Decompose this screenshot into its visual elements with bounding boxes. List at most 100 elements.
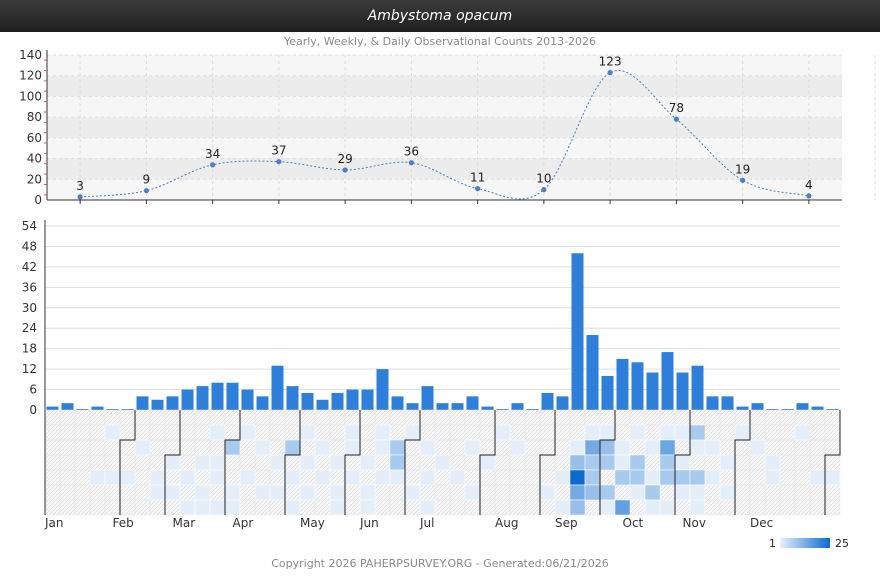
heatmap-cell [674, 484, 691, 501]
heatmap-cell [299, 484, 316, 501]
heatmap-cell [674, 454, 691, 471]
heatmap-cell [659, 454, 676, 471]
heatmap-cell [659, 469, 676, 486]
heatmap-cell [449, 469, 466, 486]
monthly-data-point [143, 188, 149, 194]
heatmap-month-boundary [824, 410, 841, 515]
weekly-bar [586, 335, 599, 410]
heatmap-cell [464, 484, 481, 501]
heatmap-cell [359, 454, 376, 471]
bar-ytick-label: 0 [29, 403, 37, 417]
heatmap-month-boundary [674, 410, 691, 515]
heatmap-cell [329, 454, 346, 471]
heatmap-month-label: Sep [555, 516, 578, 530]
heatmap-cell [569, 454, 586, 471]
monthly-data-point [740, 177, 746, 183]
heatmap-cell [224, 439, 241, 456]
heatmap-cell [659, 424, 676, 441]
weekly-bar [571, 253, 584, 410]
legend-gradient-bar [780, 538, 830, 548]
line-plot-band [47, 117, 842, 138]
chart-subtitle: Yearly, Weekly, & Daily Observational Co… [283, 35, 597, 48]
heatmap-month-label: Feb [113, 516, 134, 530]
weekly-bar [181, 389, 194, 410]
heatmap-month-label: Jul [419, 516, 434, 530]
bar-ytick-label: 6 [29, 383, 37, 397]
heatmap-cell [644, 469, 661, 486]
heatmap-cell [419, 439, 436, 456]
weekly-bar-chart: 0 6 12 18 24 30 36 42 48 54 [22, 219, 840, 417]
heatmap-cell [104, 469, 121, 486]
weekly-bar [46, 406, 59, 410]
heatmap-cell [659, 499, 676, 516]
heatmap-cell [704, 439, 721, 456]
heatmap-month-boundary [224, 410, 241, 515]
weekly-bar [391, 396, 404, 410]
heatmap-cell [584, 484, 601, 501]
weekly-bar [766, 409, 779, 410]
line-plot-band [47, 137, 842, 159]
chart-title: Ambystoma opacum [367, 8, 513, 24]
line-ytick-label: 60 [27, 131, 42, 145]
heatmap-cell [584, 439, 601, 456]
bar-ytick-label: 42 [22, 260, 37, 274]
heatmap-cell [659, 439, 676, 456]
heatmap-cell [599, 484, 616, 501]
weekly-bar [286, 386, 299, 410]
line-plot-band [47, 179, 842, 200]
heatmap-month-label: Dec [750, 516, 773, 530]
heatmap-cell [89, 469, 106, 486]
heatmap-month-boundary [479, 410, 496, 515]
heatmap-cell [464, 439, 481, 456]
heatmap-cell [359, 484, 376, 501]
heatmap-cell [329, 499, 346, 516]
heatmap-cell [689, 424, 706, 441]
heatmap-cell [389, 439, 406, 456]
heatmap-cell [344, 439, 361, 456]
bar-ytick-label: 12 [22, 362, 37, 376]
monthly-data-point [342, 167, 348, 173]
weekly-bar [301, 392, 314, 410]
heatmap-cell [149, 469, 166, 486]
heatmap-cell [764, 469, 781, 486]
heatmap-cell [614, 454, 631, 471]
monthly-line-chart: 0 20 40 60 80 100 120 140 3 9 34 37 29 36 11 10 123 78 19 4 [19, 48, 876, 207]
heatmap-cell [119, 469, 136, 486]
weekly-bar [676, 372, 689, 410]
weekly-bar [406, 403, 419, 410]
monthly-data-point [607, 70, 613, 76]
heatmap-cell [584, 424, 601, 441]
weekly-bar [361, 389, 374, 410]
monthly-data-label: 11 [470, 171, 485, 185]
weekly-bar [166, 396, 179, 410]
heatmap-cell [284, 469, 301, 486]
heatmap-cell [644, 484, 661, 501]
weekly-bar [211, 382, 224, 410]
monthly-data-label: 4 [805, 178, 813, 192]
heatmap-cell [584, 469, 601, 486]
heatmap-cell [674, 469, 691, 486]
monthly-data-label: 3 [76, 179, 84, 193]
weekly-bar [541, 392, 554, 410]
monthly-data-label: 36 [404, 145, 419, 159]
heatmap-cell [734, 424, 751, 441]
weekly-bar [826, 409, 839, 410]
monthly-data-label: 123 [599, 55, 622, 69]
weekly-bar [451, 403, 464, 410]
heatmap-cell [269, 484, 286, 501]
bar-ytick-label: 30 [22, 301, 37, 315]
monthly-data-label: 34 [205, 147, 220, 161]
heatmap-cell [599, 424, 616, 441]
heatmap-month-boundary [404, 410, 421, 515]
heatmap-cell [389, 469, 406, 486]
heatmap-cell [569, 439, 586, 456]
weekly-bar [691, 365, 704, 410]
heatmap-cell [224, 484, 241, 501]
heatmap-cell [584, 454, 601, 471]
heatmap-legend: 1 25 [769, 537, 849, 550]
heatmap-month-label: Jun [359, 516, 379, 530]
heatmap-cell [149, 484, 166, 501]
bar-ytick-label: 48 [22, 239, 37, 253]
monthly-data-label: 29 [337, 152, 352, 166]
